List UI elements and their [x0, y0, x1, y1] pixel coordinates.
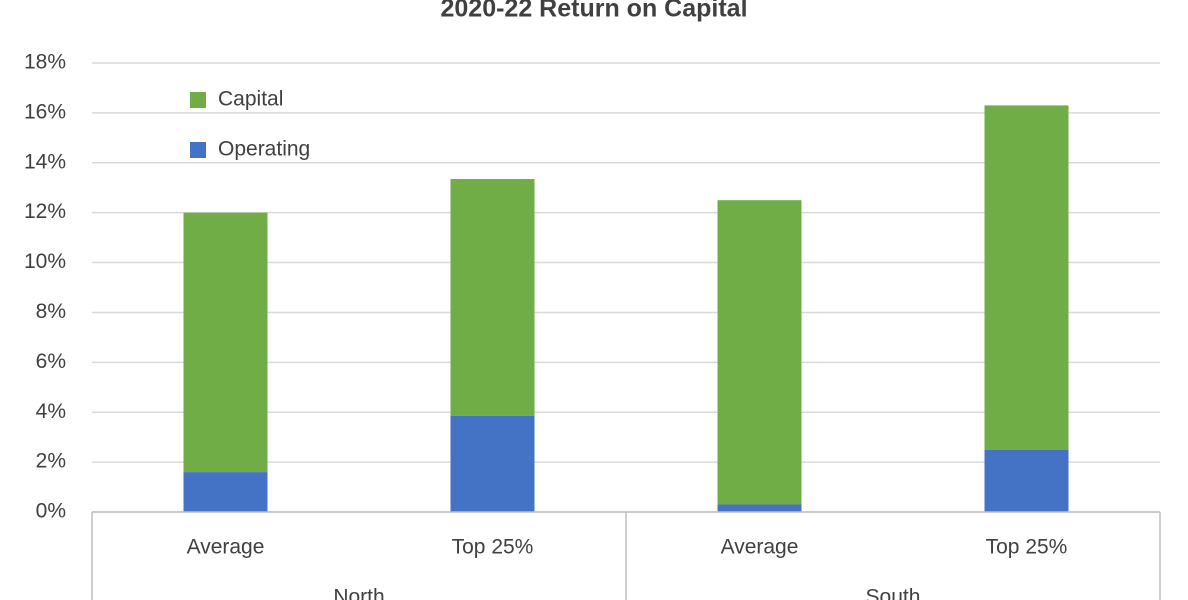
bar-segment	[984, 105, 1069, 450]
group-label: South	[866, 586, 921, 600]
x-tick-label: Top 25%	[986, 536, 1068, 559]
y-tick-label: 12%	[24, 200, 66, 223]
y-tick-label: 4%	[36, 400, 66, 423]
y-tick-label: 0%	[36, 500, 66, 523]
y-tick-label: 6%	[36, 350, 66, 373]
legend-label: Capital	[218, 88, 283, 111]
legend-swatch	[190, 142, 206, 158]
x-tick-label: Average	[187, 536, 265, 559]
y-tick-label: 16%	[24, 100, 66, 123]
y-tick-label: 8%	[36, 300, 66, 323]
bar-segment	[450, 178, 535, 416]
bar-segment	[183, 472, 268, 512]
chart-title: 2020-22 Return on Capital	[440, 0, 747, 23]
group-label: North	[333, 586, 384, 600]
bar-segment	[984, 449, 1069, 512]
x-tick-label: Top 25%	[452, 536, 534, 559]
legend-swatch	[190, 92, 206, 108]
bar-segment	[717, 200, 802, 505]
bar-segment	[450, 415, 535, 512]
x-tick-label: Average	[721, 536, 799, 559]
y-tick-label: 18%	[24, 51, 66, 74]
y-tick-label: 2%	[36, 450, 66, 473]
y-tick-label: 14%	[24, 150, 66, 173]
legend-label: Operating	[218, 138, 310, 161]
bar-segment	[183, 212, 268, 473]
bar-segment	[717, 504, 802, 512]
y-tick-label: 10%	[24, 250, 66, 273]
